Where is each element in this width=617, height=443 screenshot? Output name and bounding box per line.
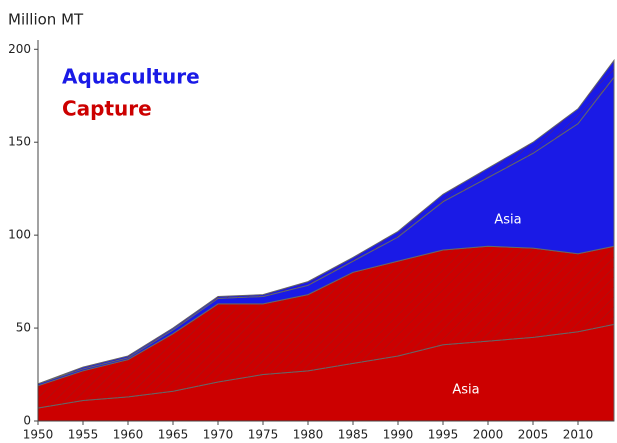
x-tick-label: 1960 xyxy=(113,428,144,442)
area-label: Asia xyxy=(494,213,521,228)
x-tick-label: 1970 xyxy=(203,428,234,442)
legend-label: Capture xyxy=(62,97,152,121)
y-tick-label: 200 xyxy=(8,42,31,56)
y-tick-label: 100 xyxy=(8,228,31,242)
x-tick-label: 1990 xyxy=(383,428,414,442)
y-tick-label: 0 xyxy=(23,414,31,428)
x-tick-label: 1950 xyxy=(23,428,54,442)
area-hatch xyxy=(38,246,614,408)
x-tick-label: 2000 xyxy=(473,428,504,442)
x-tick-label: 1980 xyxy=(293,428,324,442)
y-axis-label: Million MT xyxy=(8,11,84,29)
area-label: Asia xyxy=(452,383,479,398)
legend-label: Aquaculture xyxy=(62,65,200,89)
x-tick-label: 2005 xyxy=(518,428,549,442)
x-tick-label: 1975 xyxy=(248,428,279,442)
x-tick-label: 1955 xyxy=(68,428,99,442)
x-tick-label: 2010 xyxy=(563,428,594,442)
x-tick-label: 1995 xyxy=(428,428,459,442)
x-tick-label: 1965 xyxy=(158,428,189,442)
y-tick-label: 150 xyxy=(8,135,31,149)
y-tick-label: 50 xyxy=(16,321,31,335)
x-tick-label: 1985 xyxy=(338,428,369,442)
